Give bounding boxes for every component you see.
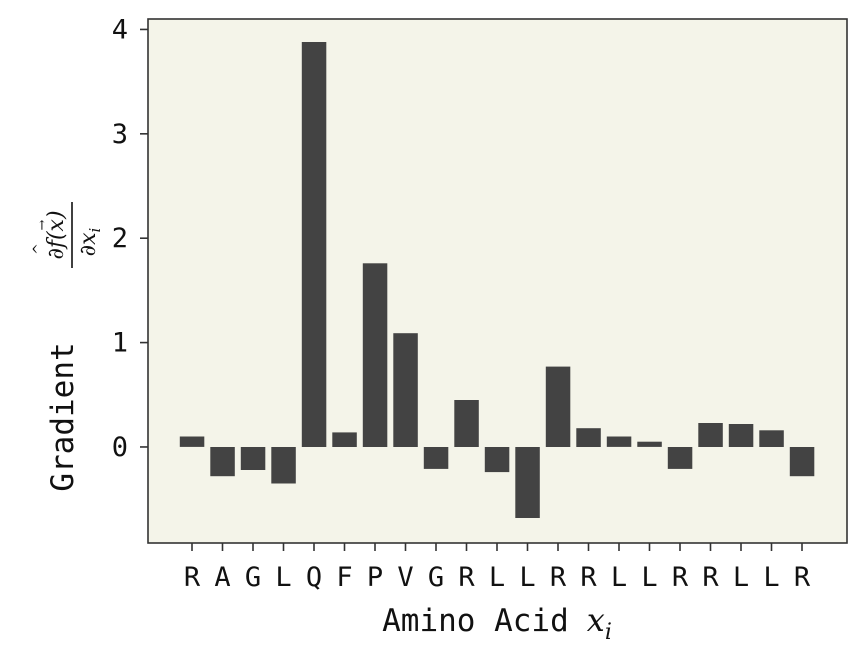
x-tick-label-13: R: [580, 562, 597, 593]
plot-frame: [147, 18, 848, 544]
bar-2: [240, 447, 266, 470]
x-axis-title: Amino Acid xi: [382, 601, 612, 645]
vector-arrow-icon: →: [35, 219, 50, 230]
x-tick-label-20: R: [794, 562, 811, 593]
y-axis-ticks: 0 1 2 3 4: [112, 14, 148, 463]
x-tick-label-2: G: [245, 562, 261, 593]
y-tick-label-2: 2: [112, 223, 128, 254]
bar-15: [637, 441, 662, 447]
bar-12: [545, 366, 571, 447]
x-tick-label-18: L: [733, 562, 749, 593]
y-axis-title-fraction-denominator: ∂xi: [76, 228, 104, 257]
x-tick-label-11: L: [519, 562, 535, 593]
x-axis-title-math: x: [587, 601, 605, 639]
x-tick-label-0: R: [184, 562, 201, 593]
bar-5: [332, 432, 357, 447]
bar-19: [759, 430, 784, 447]
bar-7: [393, 333, 418, 447]
bar-8: [423, 447, 449, 469]
x-tick-label-10: L: [489, 562, 505, 593]
bar-20: [789, 447, 815, 477]
bar-16: [667, 447, 693, 469]
bar-1: [210, 447, 235, 477]
bar-13: [576, 428, 601, 447]
bar-9: [454, 400, 479, 447]
x-tick-label-12: R: [550, 562, 567, 593]
x-tick-label-4: Q: [306, 562, 322, 593]
y-tick-label-3: 3: [112, 119, 128, 150]
y-axis-title-fraction-numerator: ∂f(x): [44, 210, 69, 259]
bars-group: [179, 42, 815, 518]
bar-0: [179, 436, 205, 447]
x-tick-label-5: F: [336, 562, 352, 593]
x-tick-label-8: G: [428, 562, 444, 593]
hat-accent-icon: ^: [31, 243, 47, 255]
bar-6: [362, 263, 388, 447]
y-tick-label-4: 4: [112, 14, 128, 45]
x-tick-label-6: P: [367, 562, 383, 593]
x-tick-label-15: L: [641, 562, 657, 593]
x-tick-label-7: V: [397, 562, 413, 593]
y-axis-title: Gradient ∂f(x) ^ → ∂xi: [31, 202, 104, 492]
x-tick-label-16: R: [672, 562, 689, 593]
x-tick-label-9: R: [458, 562, 475, 593]
x-tick-label-14: L: [611, 562, 627, 593]
x-tick-label-3: L: [275, 562, 291, 593]
x-tick-label-1: A: [214, 562, 230, 593]
bar-17: [698, 423, 723, 447]
bar-18: [728, 424, 754, 447]
bar-11: [515, 447, 540, 518]
y-tick-label-0: 0: [112, 432, 128, 463]
x-tick-label-17: R: [702, 562, 719, 593]
x-axis-title-text: Amino Acid: [382, 603, 569, 639]
bar-4: [301, 42, 327, 447]
y-tick-label-1: 1: [112, 328, 128, 359]
x-axis-title-math-sub: i: [605, 620, 612, 645]
y-axis-title-text: Gradient: [45, 342, 81, 491]
x-tick-label-19: L: [763, 562, 779, 593]
bar-14: [606, 436, 632, 447]
bar-10: [484, 447, 510, 473]
bar-3: [271, 447, 296, 484]
